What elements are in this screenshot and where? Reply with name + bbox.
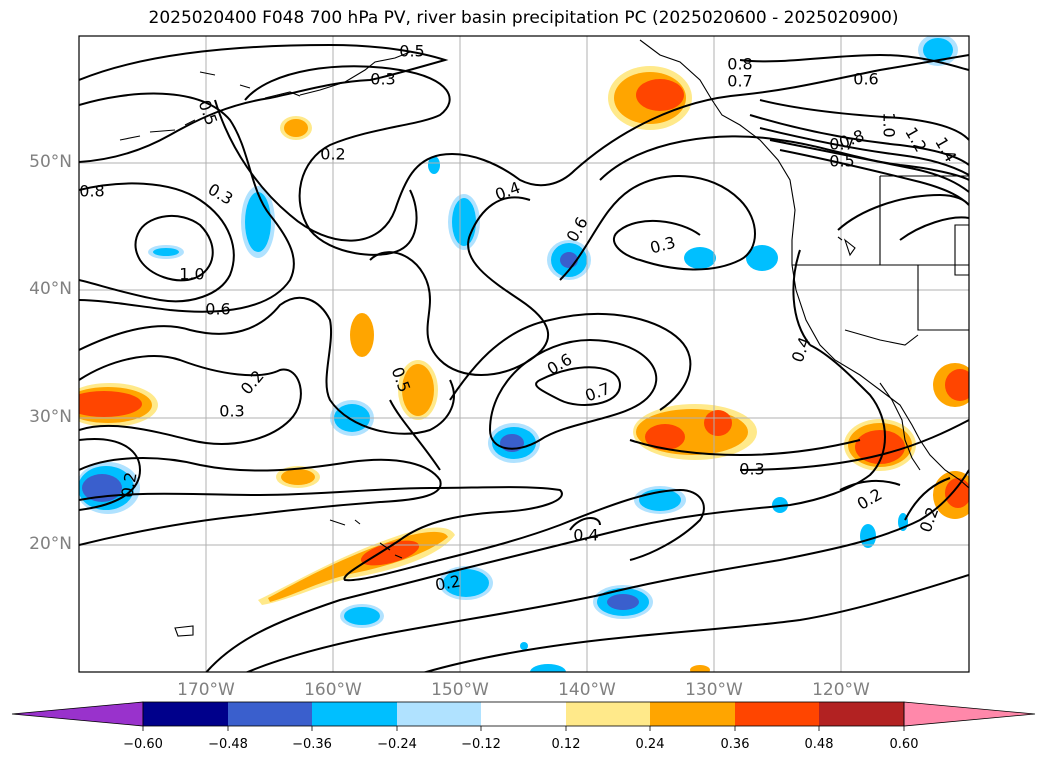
colorbar-tick: −0.12 bbox=[461, 737, 501, 752]
colorbar-tick: 0.24 bbox=[635, 737, 665, 752]
colorbar-segment bbox=[397, 702, 481, 726]
contour-label: 0.3 bbox=[739, 460, 764, 479]
colorbar-segment bbox=[566, 702, 650, 726]
contour-label: 0.3 bbox=[370, 70, 395, 89]
colorbar-segment bbox=[481, 702, 566, 726]
contour-label: 0.8 bbox=[727, 55, 752, 74]
contour-label: 0.5 bbox=[829, 152, 854, 171]
contour-label: 0.2 bbox=[434, 571, 462, 594]
lon-label-120w: 120°W bbox=[812, 680, 870, 700]
negative-anomaly-fields bbox=[79, 36, 958, 672]
lat-label-50n: 50°N bbox=[29, 152, 72, 172]
contour-label: 0.8 bbox=[79, 182, 104, 201]
pv-contours bbox=[79, 43, 969, 672]
positive-anomaly-fields bbox=[79, 66, 969, 672]
colorbar-tick: 0.60 bbox=[889, 737, 919, 752]
lon-label-170w: 170°W bbox=[177, 680, 235, 700]
colorbar-tick: 0.36 bbox=[720, 737, 750, 752]
colorbar-tick: −0.24 bbox=[377, 737, 417, 752]
colorbar bbox=[11, 701, 1036, 731]
map-title: 2025020400 F048 700 hPa PV, river basin … bbox=[148, 8, 899, 28]
contour-label: 0.7 bbox=[829, 135, 854, 154]
contour-label: 0.6 bbox=[853, 70, 878, 89]
colorbar-segment bbox=[143, 702, 228, 726]
lat-label-40n: 40°N bbox=[29, 279, 72, 299]
lon-label-140w: 140°W bbox=[558, 680, 616, 700]
lon-label-130w: 130°W bbox=[685, 680, 743, 700]
contour-label: 0.7 bbox=[727, 72, 752, 91]
contour-label: 0.4 bbox=[573, 526, 598, 545]
contour-label: 0.5 bbox=[399, 42, 424, 61]
plot-frame bbox=[78, 35, 970, 673]
contour-label: 1.0 bbox=[179, 265, 204, 284]
colorbar-tick: −0.36 bbox=[292, 737, 332, 752]
colorbar-segment bbox=[650, 702, 735, 726]
colorbar-high-extend bbox=[903, 701, 1036, 727]
colorbar-low-extend bbox=[11, 701, 144, 727]
colorbar-tick: −0.60 bbox=[123, 737, 163, 752]
colorbar-tick: −0.48 bbox=[208, 737, 248, 752]
lat-label-30n: 30°N bbox=[29, 407, 72, 427]
colorbar-tick: 0.48 bbox=[804, 737, 834, 752]
colorbar-segment bbox=[735, 702, 819, 726]
lat-label-20n: 20°N bbox=[29, 534, 72, 554]
contour-label: 1.0 bbox=[880, 112, 899, 137]
colorbar-segment bbox=[312, 702, 397, 726]
lon-label-150w: 150°W bbox=[431, 680, 489, 700]
precip-anomaly-fills bbox=[79, 36, 969, 672]
colorbar-segment bbox=[819, 702, 904, 726]
contour-label: 0.2 bbox=[117, 471, 140, 499]
lon-label-160w: 160°W bbox=[304, 680, 362, 700]
contour-label: 0.6 bbox=[205, 300, 230, 319]
contour-label: 0.2 bbox=[320, 145, 345, 164]
contour-label: 0.3 bbox=[219, 402, 244, 421]
colorbar-tick: 0.12 bbox=[551, 737, 581, 752]
graticule bbox=[79, 36, 969, 672]
colorbar-segment bbox=[228, 702, 312, 726]
